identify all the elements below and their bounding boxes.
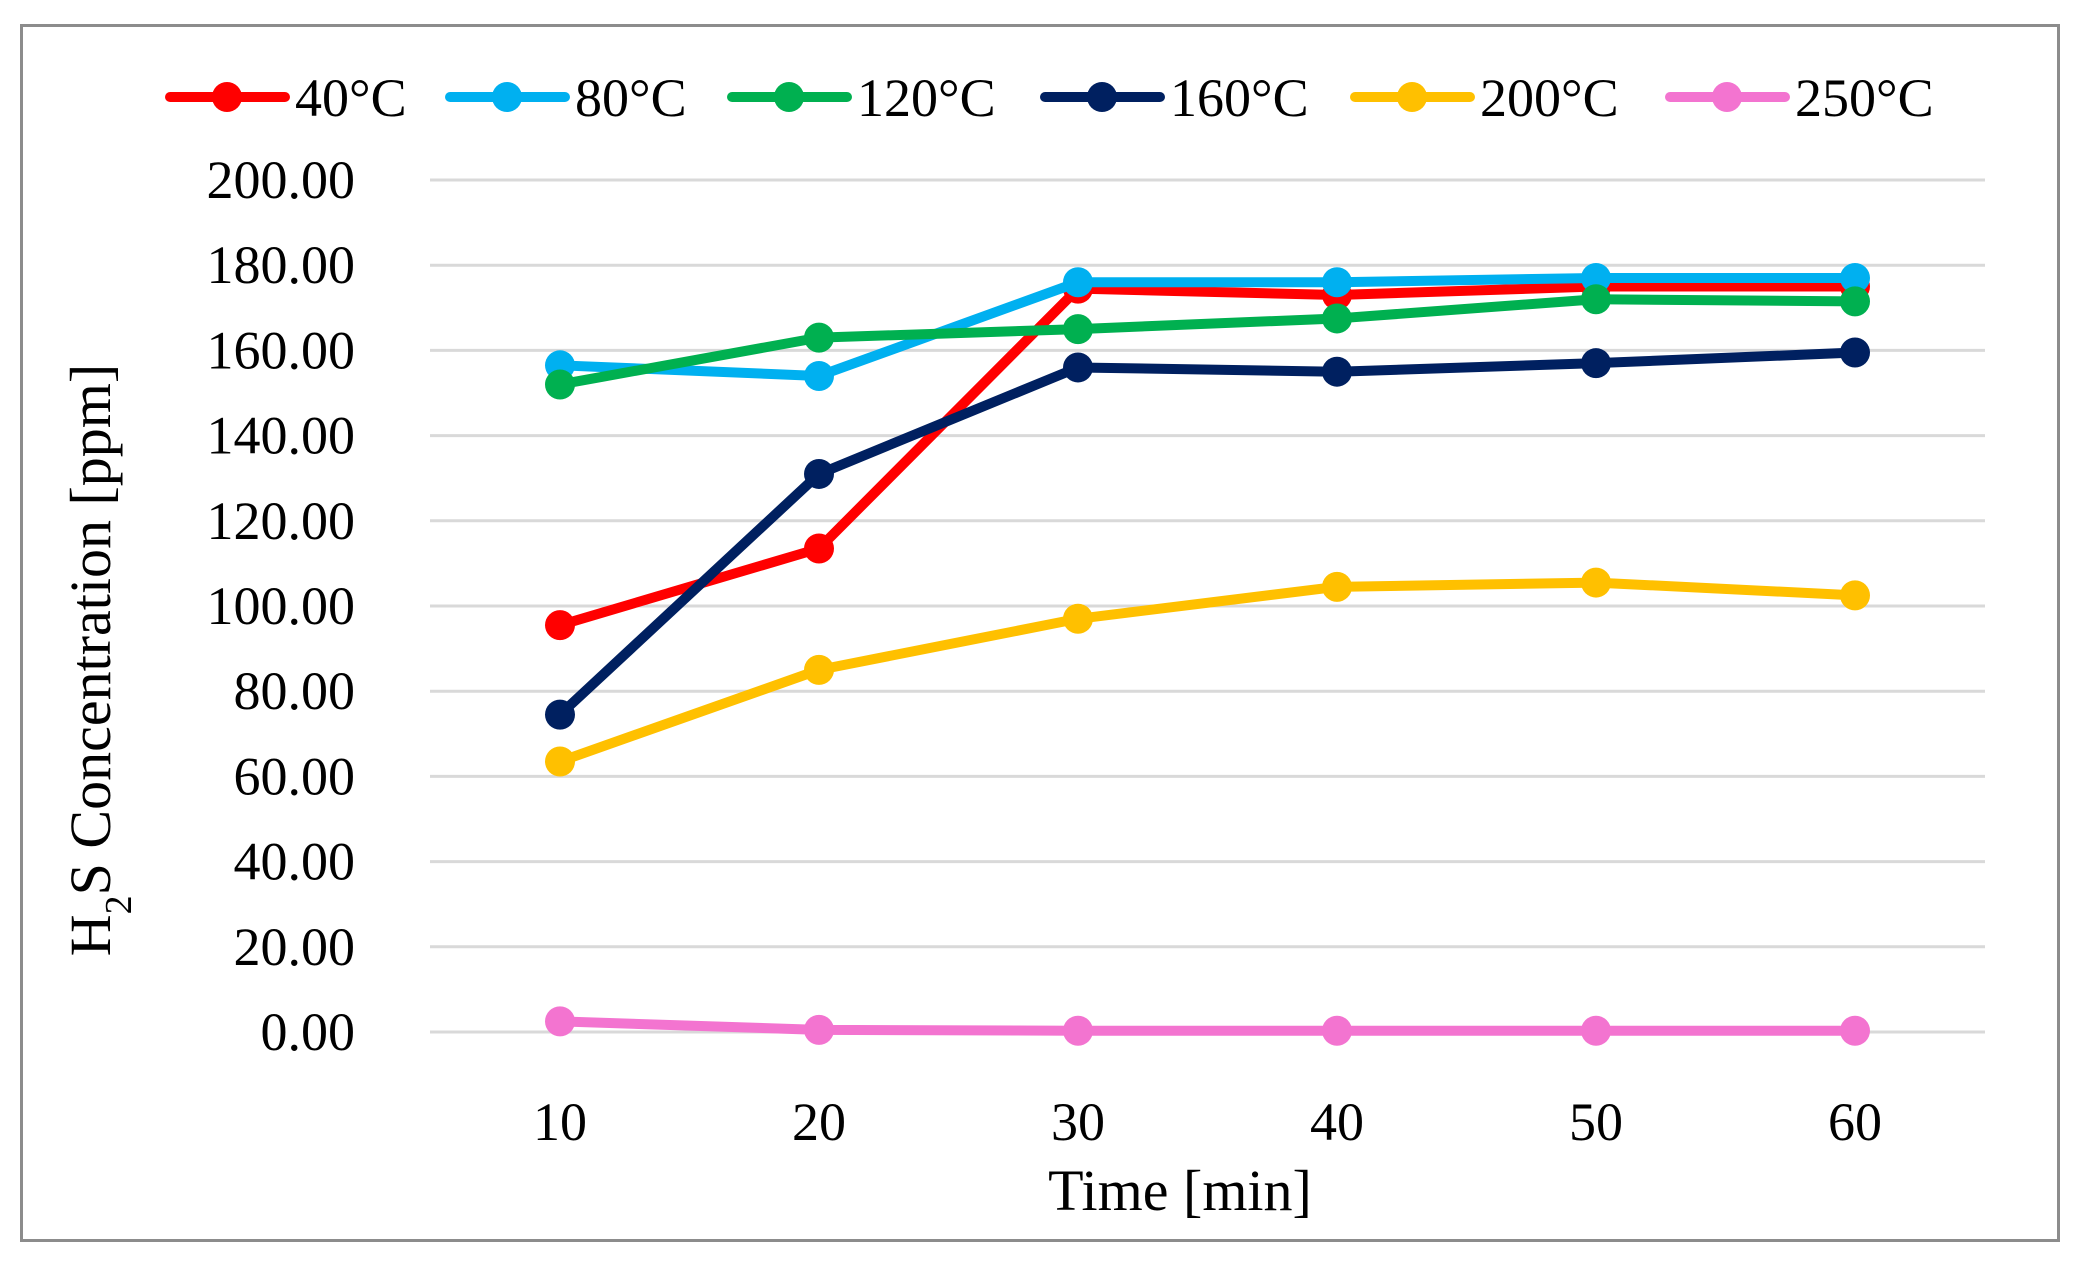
legend-swatch-marker	[774, 82, 804, 112]
data-point	[545, 1006, 575, 1037]
data-point	[804, 533, 834, 564]
legend-swatch-marker	[212, 82, 242, 112]
legend-item: 160°C	[1040, 68, 1309, 128]
y-tick-label: 60.00	[234, 746, 356, 806]
data-point	[545, 746, 575, 777]
data-point	[1840, 1015, 1870, 1046]
x-axis-title: Time [min]	[1048, 1158, 1312, 1223]
legend-swatch-marker	[1712, 82, 1742, 112]
series-120CC	[545, 284, 1870, 400]
y-tick-label: 160.00	[207, 320, 356, 380]
data-point	[804, 360, 834, 391]
series-line	[555, 294, 1860, 390]
legend-item: 80°C	[445, 68, 687, 128]
series-160CC	[545, 337, 1870, 730]
y-tick-label: 100.00	[207, 576, 356, 636]
series-line	[555, 281, 1860, 631]
y-tick-label: 140.00	[207, 406, 356, 466]
chart-frame	[20, 24, 2060, 1242]
y-tick-label: 180.00	[207, 235, 356, 295]
legend: 40°C 80°C 120°C 160°C 200°C 250°C	[165, 68, 1934, 128]
x-tick-label: 50	[1569, 1092, 1623, 1152]
y-axis-title-main: H	[58, 914, 123, 956]
data-point	[1063, 1015, 1093, 1046]
data-point	[545, 610, 575, 641]
data-point	[1322, 267, 1352, 298]
data-point	[804, 654, 834, 685]
y-axis-title-subscript: 2	[98, 895, 140, 914]
data-point	[545, 369, 575, 400]
data-point	[1581, 262, 1611, 293]
series-line	[555, 1016, 1860, 1036]
y-tick-label: 40.00	[234, 832, 356, 892]
x-tick-label: 60	[1828, 1092, 1882, 1152]
data-point	[1063, 352, 1093, 383]
x-tick-label: 30	[1051, 1092, 1105, 1152]
y-axis-title: H2S Concentration [ppm]	[58, 364, 140, 956]
data-point	[1581, 348, 1611, 379]
data-point	[1322, 303, 1352, 334]
y-tick-label: 200.00	[207, 150, 356, 210]
legend-label: 200°C	[1480, 68, 1619, 128]
legend-swatch-marker	[492, 82, 522, 112]
series-line	[555, 272, 1860, 381]
y-axis-title-rest: S Concentration [ppm]	[58, 364, 123, 896]
data-point	[545, 699, 575, 730]
x-tick-label: 40	[1310, 1092, 1364, 1152]
series-250CC	[545, 1006, 1870, 1046]
data-point	[1322, 1015, 1352, 1046]
data-point	[1840, 286, 1870, 317]
legend-label: 40°C	[295, 68, 407, 128]
data-point	[1322, 356, 1352, 387]
data-point	[1840, 262, 1870, 293]
legend-item: 120°C	[727, 68, 996, 128]
y-tick-label: 20.00	[234, 917, 356, 977]
series-line	[555, 347, 1860, 720]
x-axis-ticks: 10 20 30 40 50 60	[533, 1092, 1882, 1152]
y-tick-label: 80.00	[234, 661, 356, 721]
legend-label: 120°C	[857, 68, 996, 128]
legend-swatch-marker	[1087, 82, 1117, 112]
legend-label: 160°C	[1170, 68, 1309, 128]
data-point	[1063, 314, 1093, 345]
legend-item: 40°C	[165, 68, 407, 128]
legend-label: 250°C	[1795, 68, 1934, 128]
legend-swatch-marker	[1397, 82, 1427, 112]
data-point	[804, 1014, 834, 1045]
y-axis-ticks: 0.00 20.00 40.00 60.00 80.00 100.00 120.00 140.…	[207, 150, 356, 1062]
data-point	[1840, 337, 1870, 368]
series-lines	[545, 262, 1870, 1046]
svg-text:H2S Concentration [ppm]: H2S Concentration [ppm]	[58, 364, 140, 956]
y-tick-label: 0.00	[261, 1002, 356, 1062]
data-point	[1581, 567, 1611, 598]
data-point	[804, 322, 834, 353]
series-line	[555, 577, 1860, 767]
data-point	[1322, 571, 1352, 602]
y-tick-label: 120.00	[207, 491, 356, 551]
data-point	[1063, 603, 1093, 634]
legend-item: 250°C	[1665, 68, 1934, 128]
legend-label: 80°C	[575, 68, 687, 128]
data-point	[804, 458, 834, 489]
data-point	[1581, 284, 1611, 315]
x-tick-label: 10	[533, 1092, 587, 1152]
data-point	[1063, 267, 1093, 298]
x-tick-label: 20	[792, 1092, 846, 1152]
data-point	[1840, 580, 1870, 611]
data-point	[1581, 1015, 1611, 1046]
series-200CC	[545, 567, 1870, 777]
legend-item: 200°C	[1350, 68, 1619, 128]
